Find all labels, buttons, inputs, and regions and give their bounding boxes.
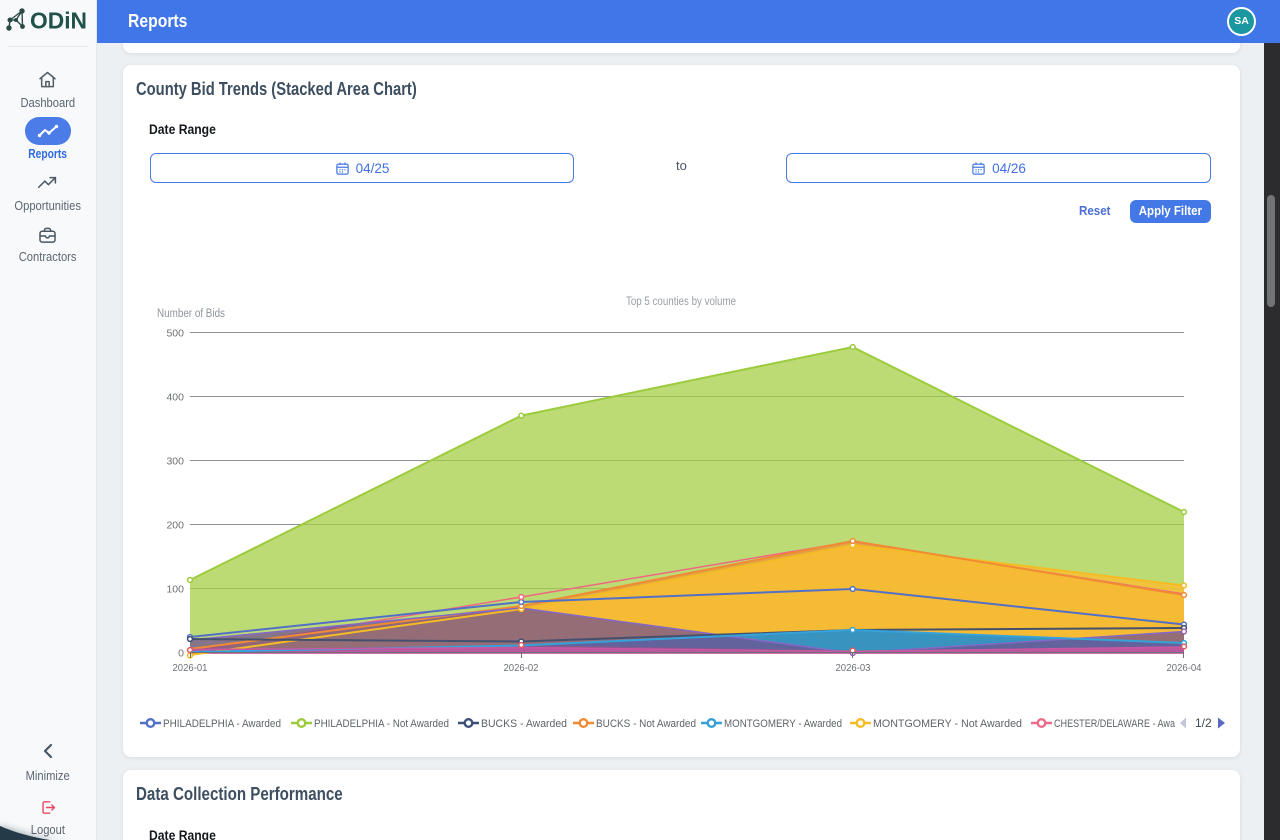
svg-text:500: 500 [166, 328, 184, 340]
svg-text:100: 100 [166, 584, 184, 596]
svg-text:Top 5 counties by volume: Top 5 counties by volume [626, 296, 736, 308]
svg-text:400: 400 [166, 392, 184, 404]
svg-text:MONTGOMERY - Awarded: MONTGOMERY - Awarded [724, 718, 842, 730]
svg-text:BUCKS - Awarded: BUCKS - Awarded [481, 718, 567, 730]
svg-text:BUCKS - Not Awarded: BUCKS - Not Awarded [596, 718, 696, 730]
svg-text:200: 200 [166, 520, 184, 532]
svg-text:1/2: 1/2 [1195, 716, 1212, 730]
svg-text:2026-03: 2026-03 [836, 662, 871, 674]
svg-text:Number of Bids: Number of Bids [157, 308, 225, 320]
svg-text:300: 300 [166, 456, 184, 468]
svg-text:PHILADELPHIA - Awarded: PHILADELPHIA - Awarded [163, 718, 281, 730]
svg-text:0: 0 [178, 648, 184, 660]
svg-text:2026-02: 2026-02 [504, 662, 539, 674]
svg-text:CHESTER/DELAWARE - Awa: CHESTER/DELAWARE - Awa [1054, 718, 1176, 730]
svg-text:2026-01: 2026-01 [173, 662, 208, 674]
svg-text:MONTGOMERY - Not Awarded: MONTGOMERY - Not Awarded [873, 718, 1022, 730]
svg-text:ODiN: ODiN [30, 8, 87, 34]
svg-text:2026-04: 2026-04 [1167, 662, 1202, 674]
svg-text:PHILADELPHIA - Not Awarded: PHILADELPHIA - Not Awarded [314, 718, 449, 730]
